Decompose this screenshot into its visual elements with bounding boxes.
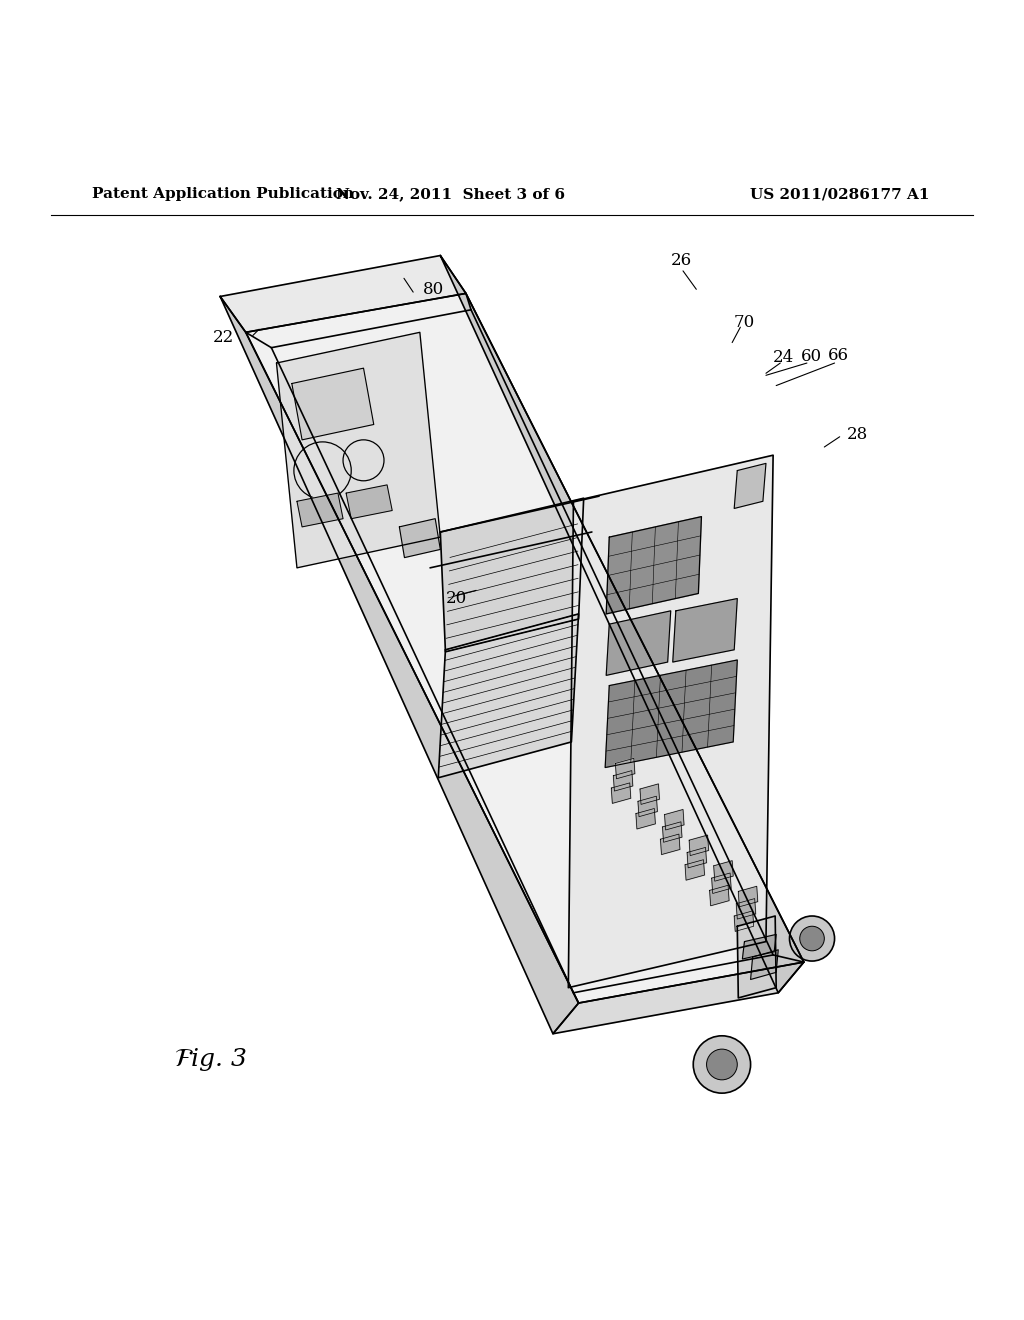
Polygon shape <box>736 899 756 919</box>
Polygon shape <box>685 859 705 880</box>
Polygon shape <box>660 834 680 854</box>
Text: 20: 20 <box>445 590 467 607</box>
Text: 70: 70 <box>733 314 755 330</box>
Text: Patent Application Publication: Patent Application Publication <box>92 187 354 201</box>
Polygon shape <box>710 886 729 906</box>
Polygon shape <box>399 519 440 557</box>
Polygon shape <box>640 784 659 804</box>
Polygon shape <box>712 873 731 894</box>
Polygon shape <box>613 771 633 791</box>
Polygon shape <box>276 333 440 568</box>
Text: 66: 66 <box>827 347 849 364</box>
Text: US 2011/0286177 A1: US 2011/0286177 A1 <box>750 187 930 201</box>
Circle shape <box>800 927 824 950</box>
Text: Nov. 24, 2011  Sheet 3 of 6: Nov. 24, 2011 Sheet 3 of 6 <box>336 187 565 201</box>
Polygon shape <box>687 847 707 867</box>
Polygon shape <box>742 935 776 960</box>
Polygon shape <box>734 463 766 508</box>
Circle shape <box>693 1036 751 1093</box>
Circle shape <box>707 1049 737 1080</box>
Polygon shape <box>673 598 737 663</box>
Text: 28: 28 <box>847 426 868 444</box>
Polygon shape <box>751 950 778 979</box>
Text: 80: 80 <box>423 281 444 298</box>
Polygon shape <box>606 611 671 676</box>
Polygon shape <box>737 916 776 998</box>
Polygon shape <box>734 911 754 932</box>
Polygon shape <box>665 809 684 830</box>
Polygon shape <box>553 962 804 1034</box>
Polygon shape <box>605 660 737 767</box>
Polygon shape <box>638 796 657 817</box>
Polygon shape <box>292 368 374 440</box>
Polygon shape <box>346 484 392 519</box>
Polygon shape <box>689 836 709 855</box>
Text: $\mathcal{F}$ig. 3: $\mathcal{F}$ig. 3 <box>174 1045 247 1073</box>
Polygon shape <box>636 808 655 829</box>
Polygon shape <box>220 256 466 333</box>
Polygon shape <box>438 614 579 777</box>
Circle shape <box>790 916 835 961</box>
Polygon shape <box>440 498 584 652</box>
Polygon shape <box>297 494 343 527</box>
Text: 24: 24 <box>773 350 795 367</box>
Text: 60: 60 <box>801 348 822 366</box>
Polygon shape <box>611 783 631 804</box>
Polygon shape <box>663 822 682 842</box>
Polygon shape <box>615 758 635 779</box>
Polygon shape <box>568 455 773 987</box>
Polygon shape <box>606 516 701 614</box>
Polygon shape <box>440 256 804 993</box>
Text: 22: 22 <box>213 329 233 346</box>
Polygon shape <box>714 861 733 882</box>
Polygon shape <box>220 297 579 1034</box>
Polygon shape <box>738 886 758 907</box>
Polygon shape <box>246 293 804 1003</box>
Text: 26: 26 <box>671 252 691 269</box>
